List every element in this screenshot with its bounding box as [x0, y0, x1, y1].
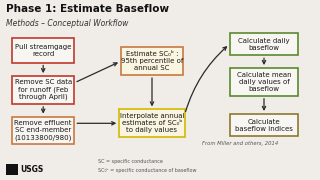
Text: Remove SC data
for runoff (Feb
through April): Remove SC data for runoff (Feb through A… [15, 80, 72, 100]
Text: Calculate
baseflow indices: Calculate baseflow indices [235, 119, 293, 132]
Text: From Miller and others, 2014: From Miller and others, 2014 [202, 141, 278, 146]
Text: Estimate SC₀ᵇ :
95th percentile of
annual SC: Estimate SC₀ᵇ : 95th percentile of annua… [121, 51, 183, 71]
Bar [6, 164, 18, 175]
FancyBboxPatch shape [229, 68, 298, 96]
FancyBboxPatch shape [119, 109, 185, 137]
Text: USGS: USGS [20, 165, 44, 174]
FancyBboxPatch shape [121, 47, 183, 75]
FancyBboxPatch shape [12, 76, 75, 104]
Text: Phase 1: Estimate Baseflow: Phase 1: Estimate Baseflow [6, 4, 170, 15]
Text: SC₀ᵇ = specific conductance of baseflow: SC₀ᵇ = specific conductance of baseflow [98, 168, 196, 173]
Text: Calculate mean
daily values of
baseflow: Calculate mean daily values of baseflow [237, 72, 291, 92]
Text: Interpolate annual
estimates of SC₀ᵇ
to daily values: Interpolate annual estimates of SC₀ᵇ to … [120, 113, 184, 133]
FancyBboxPatch shape [12, 117, 75, 144]
Text: Pull streamgage
record: Pull streamgage record [15, 44, 71, 57]
Text: Methods – Conceptual Workflow: Methods – Conceptual Workflow [6, 19, 129, 28]
FancyBboxPatch shape [229, 33, 298, 55]
Text: Calculate daily
baseflow: Calculate daily baseflow [238, 38, 290, 51]
FancyBboxPatch shape [229, 114, 298, 136]
FancyBboxPatch shape [12, 38, 75, 63]
Text: SC = specific conductance: SC = specific conductance [98, 159, 163, 164]
Text: Remove effluent
SC end-member
(10133800/980): Remove effluent SC end-member (10133800/… [14, 120, 72, 141]
